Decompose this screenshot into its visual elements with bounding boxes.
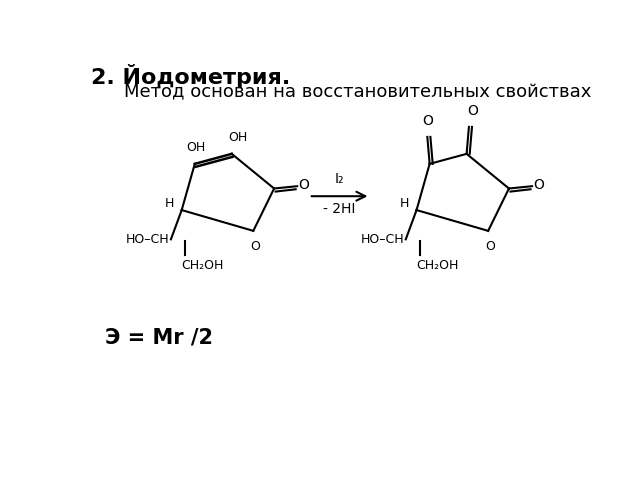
Text: OH: OH xyxy=(187,141,206,154)
Text: O: O xyxy=(299,178,310,192)
Text: O: O xyxy=(467,105,478,119)
Text: 2. Йодометрия.: 2. Йодометрия. xyxy=(91,64,290,88)
Text: HO–CH: HO–CH xyxy=(125,233,170,246)
Text: H: H xyxy=(399,197,409,210)
Text: HO–CH: HO–CH xyxy=(360,233,404,246)
Text: H: H xyxy=(164,197,174,210)
Text: O: O xyxy=(534,178,545,192)
Text: O: O xyxy=(422,114,433,129)
Text: CH₂OH: CH₂OH xyxy=(417,259,459,272)
Text: Метод основан на восстановительных свойствах: Метод основан на восстановительных свойс… xyxy=(124,83,591,101)
Text: Э = Mr /2: Э = Mr /2 xyxy=(105,327,212,347)
Text: OH: OH xyxy=(228,131,248,144)
Text: O: O xyxy=(484,240,495,253)
Text: I₂: I₂ xyxy=(335,172,344,186)
Text: - 2HI: - 2HI xyxy=(323,203,356,216)
Text: O: O xyxy=(250,240,260,253)
Text: CH₂OH: CH₂OH xyxy=(182,259,224,272)
